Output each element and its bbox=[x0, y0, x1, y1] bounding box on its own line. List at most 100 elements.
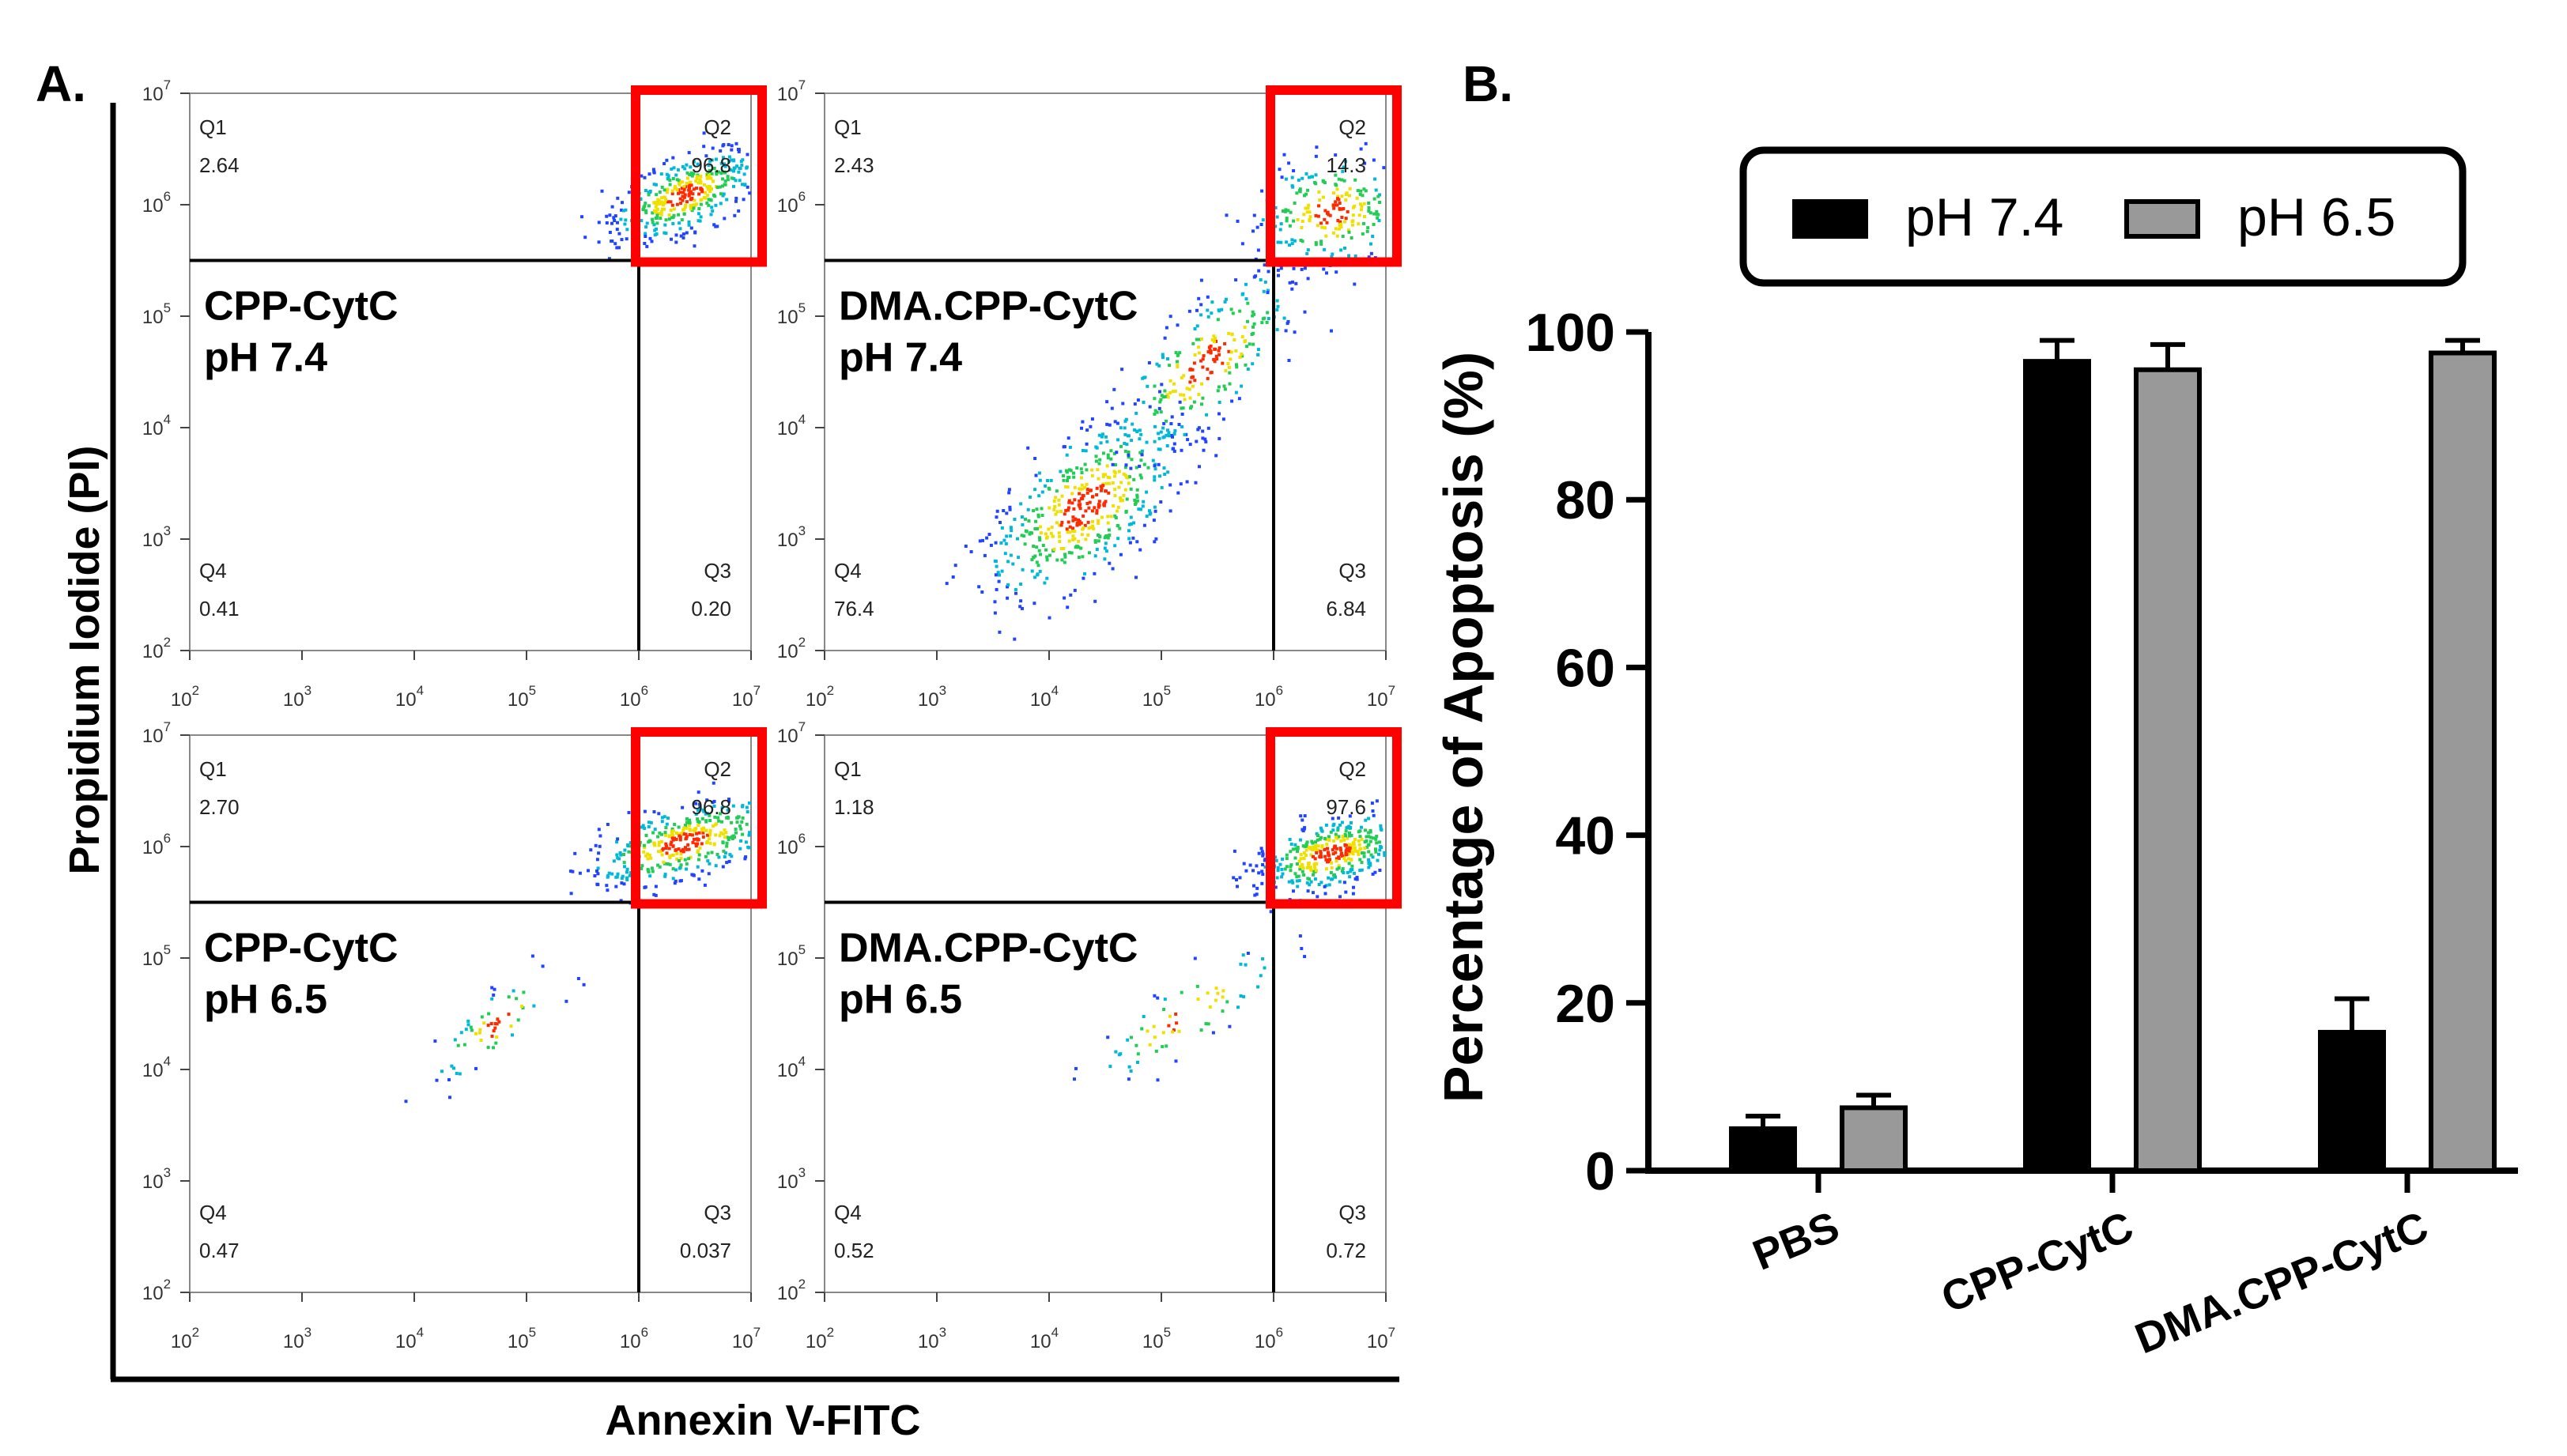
flow-dot bbox=[657, 850, 660, 854]
flow-dot bbox=[1334, 173, 1338, 177]
flow-dot bbox=[655, 221, 659, 225]
flow-dot bbox=[1112, 451, 1116, 455]
flow-dot bbox=[1057, 498, 1061, 502]
flow-dot bbox=[1279, 222, 1283, 226]
flow-dot bbox=[1374, 188, 1378, 192]
flow-dot bbox=[998, 521, 1002, 524]
flow-dot bbox=[1295, 862, 1299, 866]
flow-dot bbox=[623, 865, 626, 869]
flow-dot bbox=[507, 995, 511, 999]
flow-dot bbox=[1323, 209, 1327, 213]
flow-dot bbox=[1342, 871, 1346, 875]
flow-dot bbox=[1095, 548, 1099, 551]
flow-dot bbox=[1129, 515, 1133, 519]
flow-dot bbox=[708, 832, 712, 836]
flow-dot bbox=[670, 192, 674, 195]
flow-dot bbox=[712, 193, 715, 197]
flow-dot bbox=[1172, 449, 1176, 453]
flow-dot bbox=[480, 1015, 484, 1019]
flow-dot bbox=[1362, 202, 1366, 206]
flow-dot bbox=[685, 820, 689, 824]
flow-dot bbox=[670, 836, 674, 840]
flow-dot bbox=[1305, 866, 1309, 869]
flow-dot bbox=[1199, 278, 1203, 282]
flow-dot bbox=[1110, 406, 1114, 410]
flow-dot bbox=[1210, 311, 1214, 315]
flow-dot bbox=[748, 191, 752, 195]
flow-dot bbox=[983, 553, 987, 557]
flow-dot bbox=[1153, 478, 1157, 482]
flow-dot bbox=[1104, 534, 1108, 538]
flow-dot bbox=[511, 1033, 514, 1037]
flow-dot bbox=[1052, 499, 1056, 503]
flow-dot bbox=[981, 538, 984, 542]
flow-dot bbox=[1199, 359, 1203, 363]
flow-dot bbox=[1355, 196, 1359, 200]
flow-dot bbox=[1079, 487, 1083, 491]
flow-dot bbox=[1338, 224, 1342, 227]
flow-dot bbox=[1159, 398, 1163, 402]
flow-dot bbox=[1063, 560, 1066, 564]
flow-dot bbox=[1198, 465, 1201, 469]
flow-dot bbox=[1360, 825, 1363, 829]
flow-dot bbox=[1073, 1077, 1076, 1081]
flow-dot bbox=[1221, 361, 1225, 365]
flow-dot bbox=[1246, 319, 1249, 323]
flow-dot bbox=[1251, 314, 1255, 318]
flow-dot bbox=[1337, 816, 1341, 820]
flow-dot bbox=[1078, 522, 1082, 526]
flow-dot bbox=[683, 193, 687, 197]
flow-dot bbox=[1299, 239, 1303, 242]
flow-dot bbox=[1099, 441, 1103, 445]
flow-dot bbox=[1108, 1065, 1112, 1069]
flow-dot bbox=[1252, 213, 1256, 217]
flow-dot bbox=[1072, 471, 1075, 475]
flow-dot bbox=[1365, 835, 1368, 839]
flow-dot bbox=[688, 821, 692, 825]
flow-dot bbox=[1212, 357, 1216, 361]
flow-dot bbox=[1124, 509, 1128, 513]
flow-dot bbox=[1211, 1031, 1215, 1035]
flow-dot bbox=[666, 187, 670, 191]
flow-dot bbox=[1355, 876, 1359, 879]
flow-dot bbox=[741, 832, 745, 836]
flow-dot bbox=[1127, 451, 1131, 454]
flow-dot bbox=[1113, 494, 1117, 498]
flow-dot bbox=[1074, 545, 1078, 549]
flow-dot bbox=[1308, 866, 1312, 869]
flow-dot bbox=[1032, 545, 1036, 548]
flow-dot bbox=[1344, 850, 1348, 854]
flow-dot bbox=[1230, 333, 1234, 337]
flow-dot bbox=[1134, 411, 1138, 415]
flow-dot bbox=[704, 828, 708, 832]
flow-dot bbox=[1338, 847, 1342, 850]
flow-dot bbox=[711, 179, 715, 183]
flow-dot bbox=[1134, 466, 1138, 470]
flow-dot bbox=[1065, 527, 1069, 531]
flow-dot bbox=[1064, 508, 1068, 512]
flow-dot bbox=[1210, 371, 1214, 375]
flow-dot bbox=[616, 196, 620, 200]
flow-dot bbox=[1378, 840, 1381, 844]
flow-dot bbox=[1248, 863, 1252, 867]
flow-dot bbox=[621, 209, 625, 213]
flow-dot bbox=[1156, 996, 1160, 1000]
flow-dot bbox=[1334, 859, 1338, 863]
flow-dot bbox=[626, 843, 630, 847]
flow-dot bbox=[1097, 477, 1100, 481]
flow-dot bbox=[1291, 881, 1295, 885]
flow-dot bbox=[1007, 491, 1011, 495]
flow-dot bbox=[1255, 225, 1259, 229]
flow-dot bbox=[648, 236, 652, 240]
flow-dot bbox=[1376, 213, 1380, 217]
quadrant-value: 97.6 bbox=[1326, 795, 1366, 819]
flow-dot bbox=[721, 194, 725, 198]
flow-dot bbox=[743, 857, 747, 861]
flow-dot bbox=[1251, 325, 1255, 329]
flow-dot bbox=[716, 816, 720, 820]
flow-dot bbox=[670, 827, 674, 831]
flow-dot bbox=[1371, 809, 1375, 813]
y-tick-label: 103 bbox=[777, 1165, 806, 1193]
flow-dot bbox=[652, 183, 656, 187]
flow-dot bbox=[1214, 354, 1218, 358]
